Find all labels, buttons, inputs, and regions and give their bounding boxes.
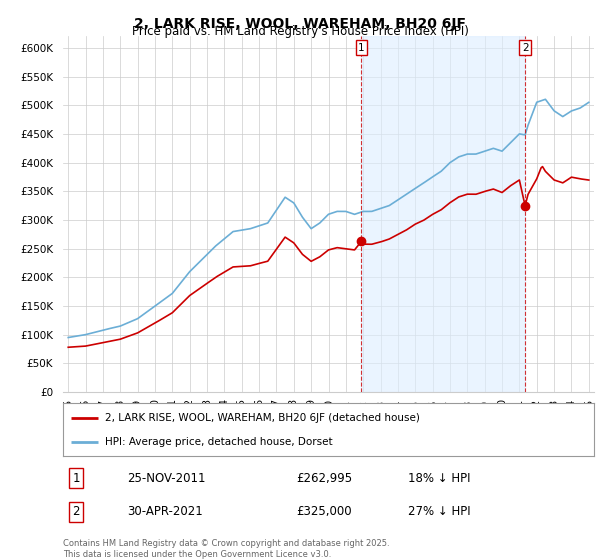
Text: 2: 2	[73, 505, 80, 519]
Text: £262,995: £262,995	[296, 472, 353, 485]
Text: 2: 2	[522, 43, 529, 53]
Text: 2, LARK RISE, WOOL, WAREHAM, BH20 6JF (detached house): 2, LARK RISE, WOOL, WAREHAM, BH20 6JF (d…	[106, 413, 421, 423]
Text: 18% ↓ HPI: 18% ↓ HPI	[408, 472, 470, 485]
Text: 2, LARK RISE, WOOL, WAREHAM, BH20 6JF: 2, LARK RISE, WOOL, WAREHAM, BH20 6JF	[134, 17, 466, 31]
Text: 27% ↓ HPI: 27% ↓ HPI	[408, 505, 471, 519]
Text: 1: 1	[358, 43, 365, 53]
Text: 25-NOV-2011: 25-NOV-2011	[127, 472, 205, 485]
Text: Price paid vs. HM Land Registry's House Price Index (HPI): Price paid vs. HM Land Registry's House …	[131, 25, 469, 38]
Text: 1: 1	[73, 472, 80, 485]
Text: Contains HM Land Registry data © Crown copyright and database right 2025.
This d: Contains HM Land Registry data © Crown c…	[63, 539, 389, 559]
Text: £325,000: £325,000	[296, 505, 352, 519]
Text: 30-APR-2021: 30-APR-2021	[127, 505, 202, 519]
Bar	[361, 36, 525, 392]
Text: HPI: Average price, detached house, Dorset: HPI: Average price, detached house, Dors…	[106, 437, 333, 447]
